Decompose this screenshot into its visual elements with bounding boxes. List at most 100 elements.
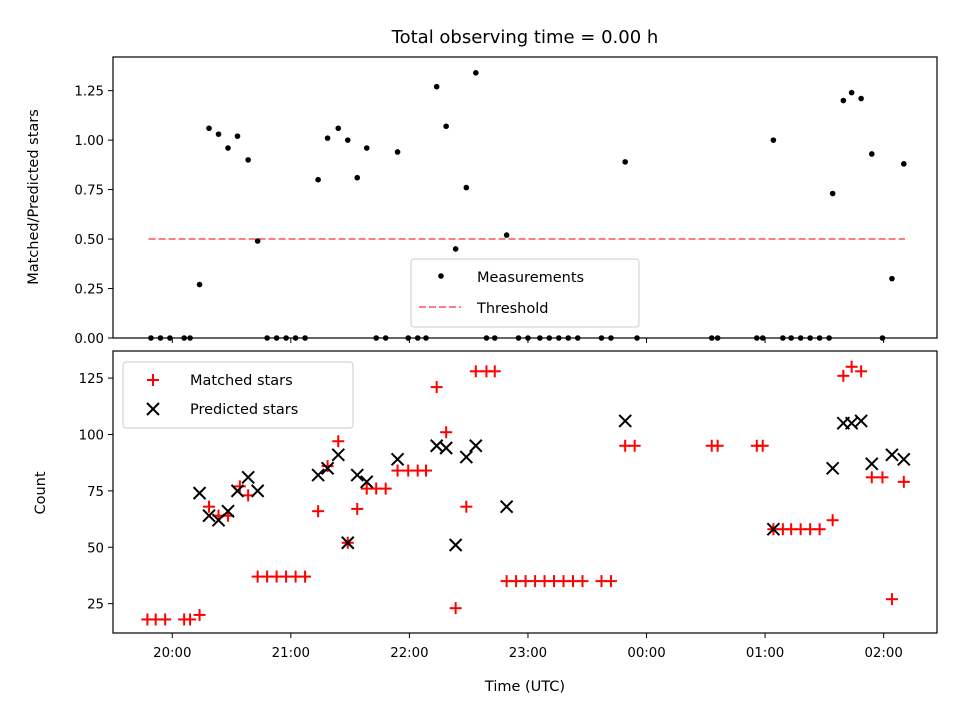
matched-star-point — [460, 500, 473, 513]
bottom-y-tick-label: 25 — [87, 598, 104, 613]
matched-star-point — [379, 482, 392, 495]
top-y-tick-label: 0.75 — [74, 184, 104, 199]
matched-star-point — [430, 381, 443, 394]
matched-star-point — [897, 475, 910, 488]
bottom-panel: 25 50 75 100 125 20:00 21:00 22:00 23:00 00:00 01… — [33, 350, 938, 695]
matched-star-point — [711, 439, 724, 452]
measurement-point — [807, 335, 813, 341]
predicted-star-point — [250, 484, 265, 498]
predicted-star-point — [766, 522, 781, 536]
measurement-point — [264, 335, 270, 341]
matched-star-point — [756, 439, 769, 452]
measurement-point — [315, 176, 321, 183]
matched-star-point — [845, 360, 858, 373]
top-panel: 0.00 0.25 0.50 0.75 1.00 1.25 Matched/Predict… — [26, 56, 938, 347]
measurement-point — [797, 335, 804, 341]
measurement-point — [187, 335, 193, 341]
measurement-point — [472, 70, 479, 76]
measurement-point — [167, 335, 173, 341]
matched-star-point — [488, 365, 501, 378]
matched-star-point — [420, 464, 433, 477]
measurement-point — [780, 335, 786, 341]
matched-star-point — [885, 593, 898, 606]
predicted-star-point — [439, 441, 453, 455]
measurement-point — [622, 159, 628, 165]
bottom-legend-box — [122, 361, 354, 429]
measurement-point — [555, 335, 562, 341]
predicted-stars-points — [192, 414, 911, 552]
top-y-ticks: 0.00 0.25 0.50 0.75 1.00 1.25 — [74, 85, 113, 347]
bottom-x-tick-label: 20:00 — [153, 646, 191, 661]
predicted-star-point — [320, 461, 335, 476]
chart-title: Total observing time = 0.00 h — [391, 27, 659, 48]
predicted-star-point — [897, 452, 911, 466]
predicted-star-point — [350, 468, 364, 482]
predicted-star-point — [390, 452, 405, 466]
predicted-star-point — [341, 536, 355, 550]
measurement-point — [714, 335, 721, 341]
top-y-tick-label: 1.00 — [74, 134, 104, 149]
matched-star-point — [865, 471, 878, 484]
predicted-star-point — [360, 475, 374, 489]
measurement-point — [608, 335, 614, 341]
measurement-point — [634, 335, 640, 341]
bottom-y-axis-label: Count — [33, 471, 49, 514]
predicted-star-point — [885, 448, 899, 462]
matched-star-point — [628, 439, 641, 452]
predicted-star-point — [825, 461, 840, 476]
predicted-star-point — [202, 508, 216, 523]
matched-star-point — [469, 365, 482, 378]
measurement-point — [770, 137, 777, 143]
measurement-point — [181, 335, 187, 341]
matched-star-point — [159, 613, 172, 626]
measurement-point — [344, 137, 351, 143]
predicted-star-point — [499, 499, 514, 514]
bottom-x-tick-label: 00:00 — [627, 646, 665, 661]
measurement-point — [546, 335, 553, 341]
matched-stars-points — [141, 360, 910, 626]
measurement-point — [157, 335, 164, 341]
top-y-tick-label: 0.25 — [74, 283, 104, 298]
measurement-point — [463, 184, 470, 191]
measurement-point — [254, 238, 261, 244]
top-y-tick-label: 0.50 — [74, 233, 104, 248]
predicted-star-point — [311, 468, 325, 482]
predicted-star-point — [331, 448, 345, 462]
measurement-point — [148, 335, 154, 341]
measurement-point — [423, 335, 429, 341]
bottom-y-tick-label: 75 — [87, 485, 104, 500]
legend-measurements-marker — [438, 273, 444, 279]
measurement-point — [382, 335, 389, 341]
predicted-star-point — [230, 484, 245, 498]
measurement-point — [335, 125, 342, 132]
measurement-point — [302, 335, 308, 341]
x-axis-label: Time (UTC) — [484, 679, 565, 695]
measurement-point — [324, 135, 331, 141]
measurement-point — [292, 335, 299, 341]
measurement-point — [405, 335, 412, 341]
measurement-point — [491, 335, 498, 341]
matched-star-point — [440, 426, 453, 439]
measurement-point — [574, 335, 581, 341]
matched-star-point — [203, 500, 216, 513]
measurement-point — [858, 95, 864, 102]
predicted-star-point — [448, 538, 463, 552]
predicted-star-point — [469, 439, 483, 453]
measurement-point — [283, 335, 289, 341]
measurement-point — [394, 149, 401, 155]
matched-star-point — [813, 523, 826, 536]
matched-star-point — [576, 575, 589, 588]
measurement-point — [206, 125, 212, 132]
measurement-point — [483, 335, 490, 341]
bottom-y-tick-label: 125 — [79, 372, 104, 387]
measurement-point — [826, 335, 832, 341]
matched-star-point — [876, 471, 889, 484]
predicted-star-point — [865, 457, 879, 471]
measurement-point — [452, 246, 459, 252]
legend-predicted-marker — [146, 402, 160, 416]
legend-measurements-label: Measurements — [477, 270, 584, 286]
matched-star-point — [604, 575, 617, 588]
matched-star-point — [299, 570, 312, 583]
top-y-tick-label: 0.00 — [74, 332, 104, 347]
